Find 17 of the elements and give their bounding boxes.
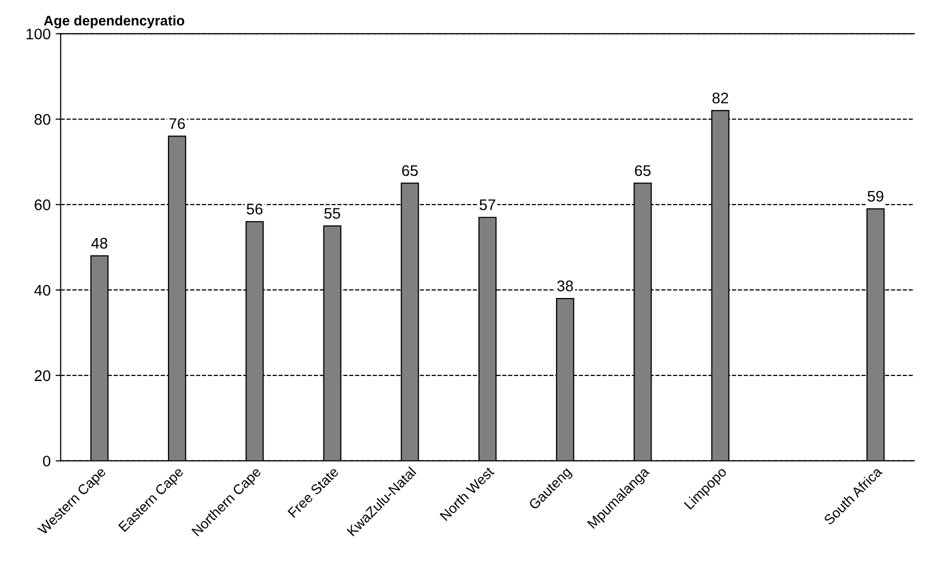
data-label: 55 — [324, 208, 340, 219]
data-label: 59 — [868, 190, 884, 202]
data-label: 82 — [712, 92, 728, 104]
data-label: 56 — [246, 204, 262, 214]
y-tick-label: 0 — [43, 456, 50, 467]
data-label: 65 — [634, 165, 651, 176]
y-tick-label: 20 — [34, 370, 50, 382]
data-label: 76 — [169, 118, 185, 130]
chart-title: Age dependencyratio — [44, 15, 184, 28]
data-label: 38 — [557, 280, 573, 292]
data-label: 57 — [480, 200, 496, 210]
y-tick-label: 100 — [26, 28, 50, 40]
data-label: 65 — [402, 165, 418, 176]
y-tick-label: 60 — [34, 199, 50, 210]
data-label: 48 — [91, 238, 108, 249]
y-tick-label: 80 — [34, 114, 50, 125]
y-tick-label: 40 — [34, 284, 50, 296]
